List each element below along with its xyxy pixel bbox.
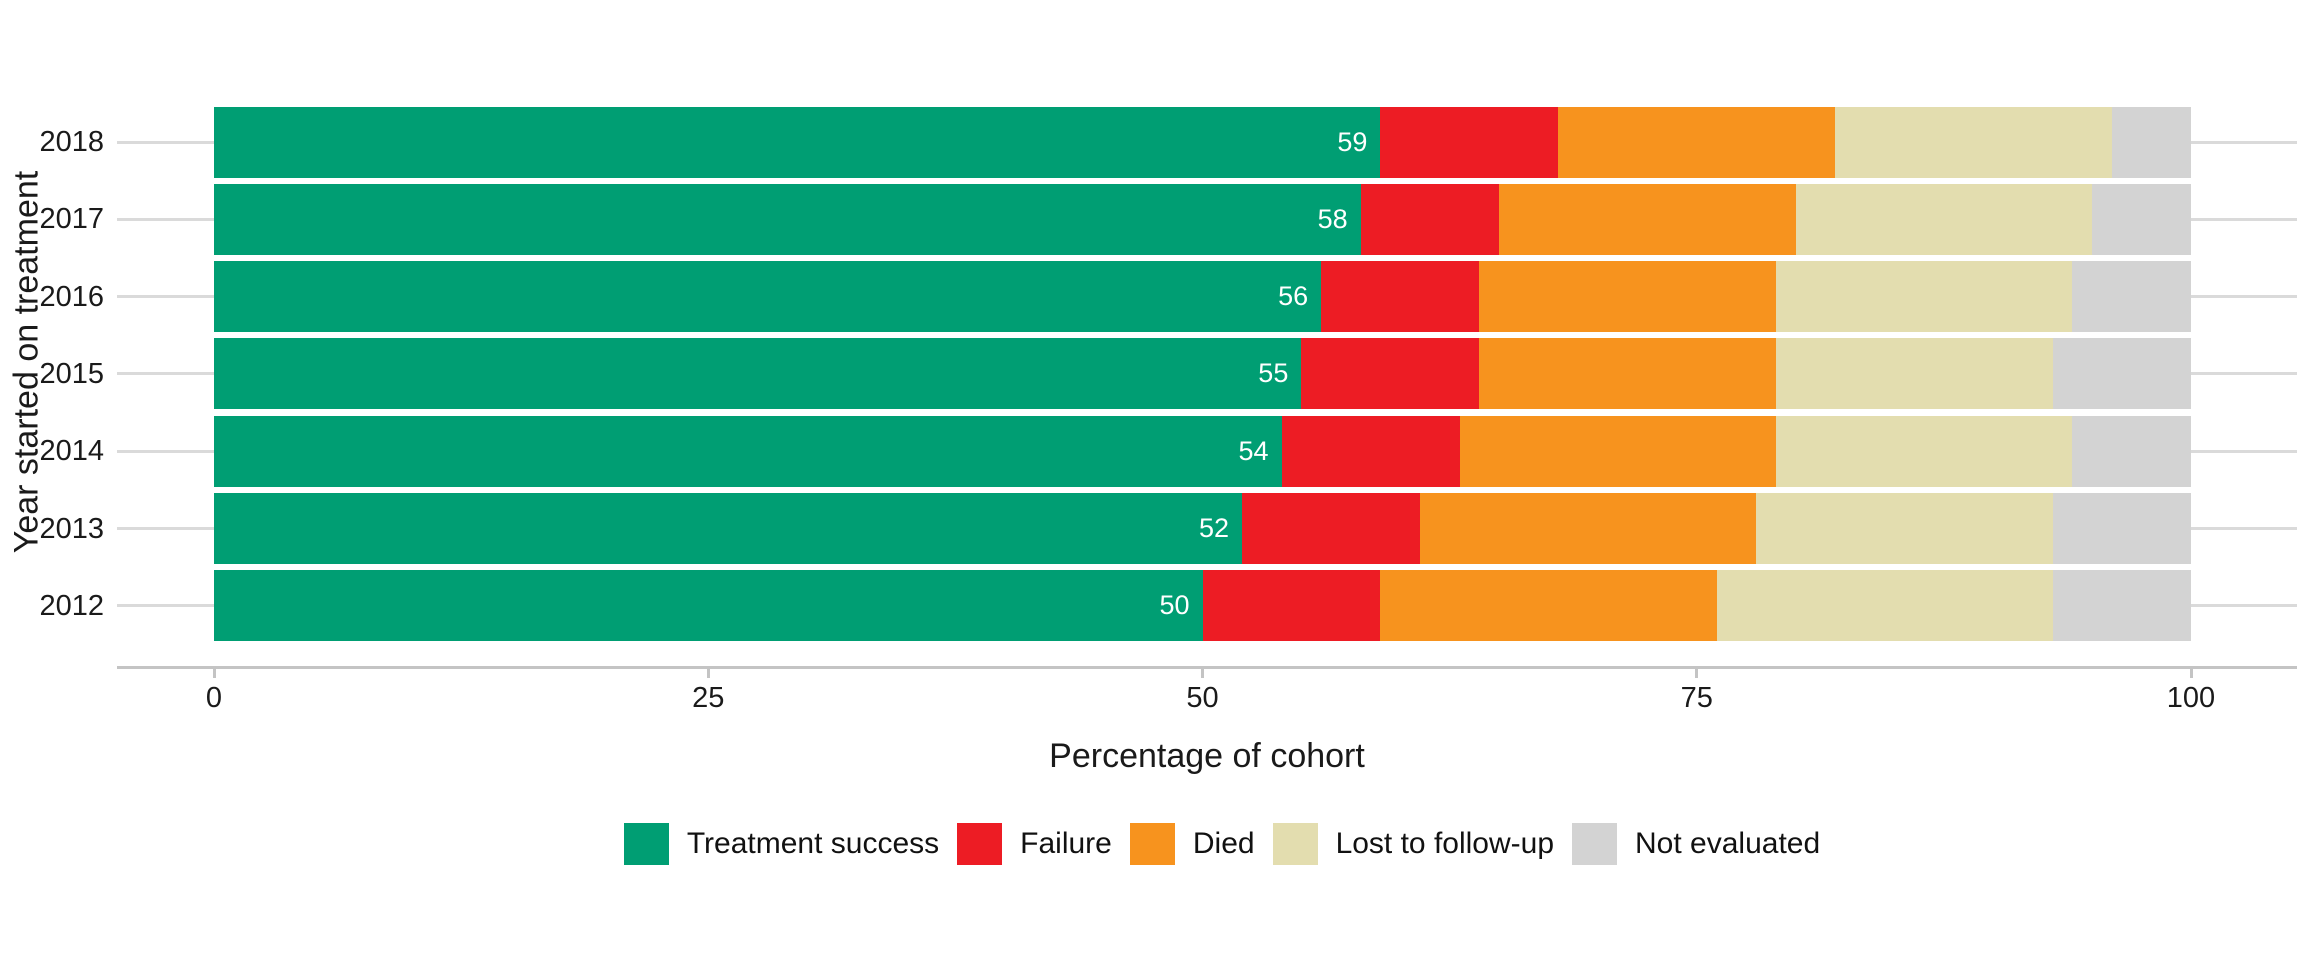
legend-swatch	[623, 823, 669, 865]
bar-value-label: 55	[1258, 358, 1289, 389]
bar-segment-lost-to-follow-up	[1756, 493, 2053, 565]
legend-label: Failure	[1020, 827, 1112, 860]
bar-segment-failure	[1281, 415, 1460, 487]
bar-segment-died	[1380, 570, 1717, 642]
bar-value-label: 50	[1159, 590, 1190, 621]
bar-segment-not-evaluated	[2111, 106, 2191, 178]
bar-row: 52	[214, 493, 2191, 565]
y-tick-label: 2015	[39, 357, 104, 390]
bar-segment-treatment-success: 56	[214, 261, 1322, 333]
legend-label: Lost to follow-up	[1335, 827, 1555, 860]
bar-segment-lost-to-follow-up	[1795, 183, 2093, 255]
bar-segment-lost-to-follow-up	[1775, 338, 2053, 410]
x-axis-title: Percentage of cohort	[1049, 737, 1365, 775]
bar-segment-treatment-success: 52	[214, 493, 1243, 565]
y-tick-label: 2013	[39, 512, 104, 545]
bar-segment-not-evaluated	[2052, 570, 2191, 642]
x-tick-mark	[706, 669, 710, 678]
x-tick-mark	[2189, 669, 2193, 678]
bar-segment-died	[1479, 338, 1776, 410]
bar-segment-not-evaluated	[2052, 338, 2191, 410]
bar-segment-treatment-success: 58	[214, 183, 1361, 255]
legend-item-lost-to-follow-up: Lost to follow-up	[1272, 823, 1555, 865]
bar-segment-treatment-success: 55	[214, 338, 1302, 410]
x-axis-line	[117, 666, 2297, 669]
bar-segment-died	[1459, 415, 1776, 487]
legend-item-treatment-success: Treatment success	[623, 823, 940, 865]
x-tick-label: 50	[1186, 682, 1219, 714]
bar-segment-lost-to-follow-up	[1775, 415, 2073, 487]
x-tick-mark	[1201, 669, 1204, 678]
bar-row: 55	[214, 338, 2191, 410]
bar-segment-treatment-success: 54	[214, 415, 1282, 487]
bar-segment-died	[1419, 493, 1757, 565]
legend-label: Treatment success	[686, 827, 940, 860]
bar-segment-died	[1558, 106, 1836, 178]
bar-segment-failure	[1380, 106, 1559, 178]
x-tick-label: 0	[205, 682, 223, 714]
y-tick-label: 2018	[39, 126, 104, 158]
legend-item-died: Died	[1129, 823, 1255, 865]
bar-segment-treatment-success: 59	[214, 106, 1381, 178]
x-tick-label: 25	[692, 682, 725, 714]
bar-value-label: 52	[1198, 513, 1230, 544]
bar-segment-lost-to-follow-up	[1835, 106, 2112, 178]
x-tick-mark	[1695, 669, 1699, 678]
bar-row: 58	[214, 183, 2191, 255]
bar-value-label: 58	[1317, 203, 1348, 234]
bar-segment-not-evaluated	[2092, 183, 2191, 255]
bar-segment-not-evaluated	[2072, 261, 2191, 333]
x-tick-label: 100	[2166, 682, 2216, 714]
bar-row: 56	[214, 261, 2191, 333]
y-tick-label: 2012	[39, 589, 104, 622]
bar-segment-failure	[1301, 338, 1480, 410]
bar-segment-not-evaluated	[2072, 415, 2191, 487]
bar-segment-treatment-success: 50	[214, 570, 1203, 642]
bar-row: 59	[214, 106, 2191, 178]
bar-value-label: 54	[1238, 435, 1269, 466]
legend-swatch	[1129, 823, 1175, 865]
bar-segment-failure	[1242, 493, 1420, 565]
bar-segment-lost-to-follow-up	[1716, 570, 2053, 642]
bar-row: 54	[214, 415, 2191, 487]
bar-segment-not-evaluated	[2052, 493, 2191, 565]
legend-item-failure: Failure	[957, 823, 1112, 865]
legend-label: Died	[1192, 827, 1255, 860]
y-tick-label: 2016	[39, 280, 104, 313]
bar-segment-died	[1499, 183, 1796, 255]
legend-swatch	[1272, 823, 1318, 865]
bar-value-label: 59	[1337, 126, 1368, 157]
chart-legend: Treatment success Failure Died Lost to foll…	[140, 820, 2304, 868]
bar-segment-failure	[1321, 261, 1480, 333]
bar-value-label: 56	[1278, 281, 1309, 312]
bar-row: 50	[214, 570, 2191, 642]
legend-swatch	[957, 823, 1003, 865]
legend-item-not-evaluated: Not evaluated	[1572, 823, 1820, 865]
bar-segment-lost-to-follow-up	[1775, 261, 2073, 333]
bar-segment-failure	[1360, 183, 1500, 255]
bar-segment-died	[1479, 261, 1776, 333]
bar-segment-failure	[1202, 570, 1381, 642]
legend-label: Not evaluated	[1635, 827, 1821, 860]
x-tick-label: 75	[1680, 682, 1713, 714]
x-tick-mark	[212, 669, 216, 678]
y-tick-label: 2014	[39, 435, 104, 468]
legend-swatch	[1572, 823, 1618, 865]
y-tick-label: 2017	[39, 203, 104, 236]
